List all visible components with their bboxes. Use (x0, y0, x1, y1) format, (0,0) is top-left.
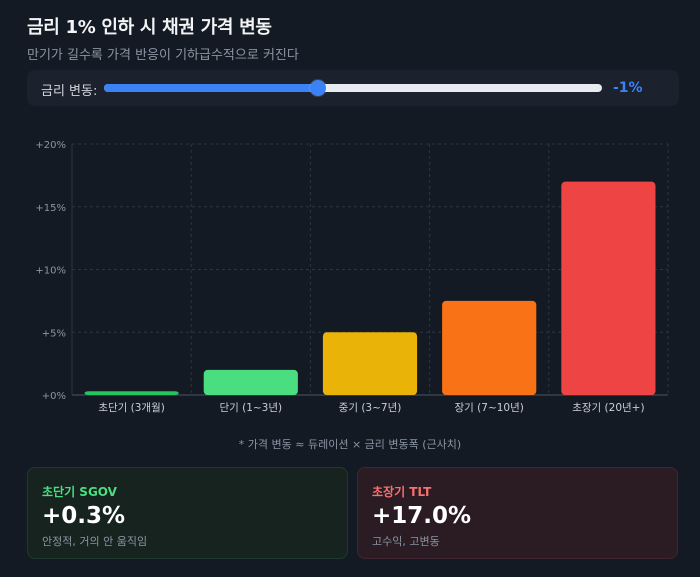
page-subtitle: 만기가 길수록 가격 반응이 기하급수적으로 커진다 (27, 48, 299, 63)
y-tick-label: +10% (35, 266, 66, 277)
bond-price-change-chart: +0% +5% +10% +15% +20% 초단기 (3개월) 단기 (1~3년) 중기 (… (35, 140, 669, 414)
bar (561, 181, 656, 395)
y-tick-label: +0% (42, 391, 66, 402)
card-title: 초장기 TLT (372, 485, 432, 499)
x-tick-label: 중기 (3~7년) (339, 402, 402, 414)
card-title: 초단기 SGOV (42, 485, 117, 499)
chart-footnote: * 가격 변동 ≈ 듀레이션 × 금리 변동폭 (근사치) (238, 438, 462, 451)
bar (203, 369, 298, 395)
y-tick-label: +15% (35, 203, 66, 214)
rate-change-panel: 금리 변동: -1% (27, 70, 679, 106)
y-tick-label: +20% (35, 140, 66, 151)
bar (322, 332, 418, 395)
card-ultra-long: 초장기 TLT +17.0% 고수익, 고변동 (357, 467, 678, 559)
x-tick-label: 초장기 (20년+) (572, 402, 644, 414)
bar (442, 300, 537, 395)
slider-fill (104, 84, 319, 92)
x-tick-label: 초단기 (3개월) (98, 402, 165, 414)
rate-change-slider[interactable] (104, 80, 602, 96)
y-tick-label: +5% (42, 328, 66, 339)
card-desc: 안정적, 거의 안 움직임 (42, 535, 148, 548)
slider-value: -1% (613, 80, 643, 96)
x-tick-label: 단기 (1~3년) (219, 402, 282, 414)
card-value: +17.0% (372, 503, 472, 529)
card-desc: 고수익, 고변동 (372, 535, 440, 548)
page-title: 금리 1% 인하 시 채권 가격 변동 (27, 17, 272, 38)
card-value: +0.3% (42, 503, 126, 529)
slider-thumb[interactable] (310, 80, 327, 96)
bar (84, 391, 179, 395)
x-tick-label: 장기 (7~10년) (455, 402, 524, 414)
card-ultra-short: 초단기 SGOV +0.3% 안정적, 거의 안 움직임 (27, 467, 348, 559)
slider-label: 금리 변동: (41, 84, 98, 99)
